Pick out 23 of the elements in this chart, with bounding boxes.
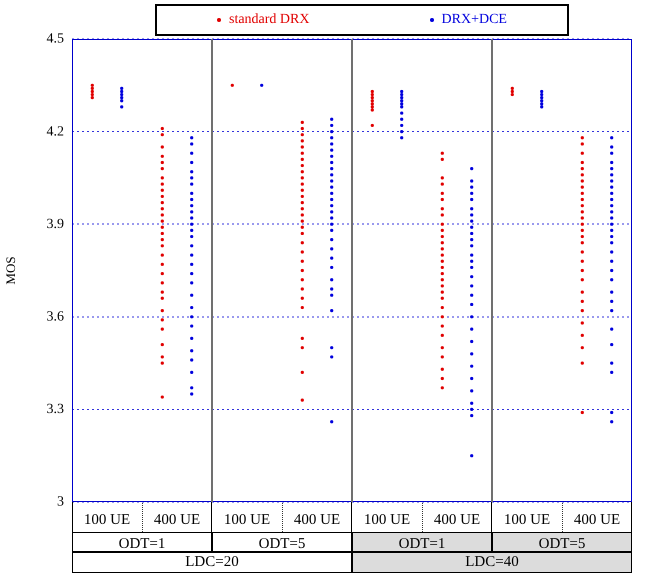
text: ODT=5 xyxy=(258,536,306,552)
y-tick-label: 3.9 xyxy=(46,216,64,232)
text: ODT=5 xyxy=(538,536,586,552)
text: ODT=1 xyxy=(118,536,166,552)
y-tick-label: 3 xyxy=(57,494,64,510)
text: ODT=1 xyxy=(398,536,446,552)
x-tick-label: 400 UE xyxy=(574,512,620,528)
x-tick-label: 400 UE xyxy=(294,512,340,528)
x-tick-label: 400 UE xyxy=(434,512,480,528)
y-tick-label: 4.2 xyxy=(46,124,64,140)
x-tick-label: 100 UE xyxy=(224,512,270,528)
y-tick-label: 4.5 xyxy=(46,32,64,47)
x-tick-label: 100 UE xyxy=(504,512,550,528)
legend-label: DRX+DCE xyxy=(442,12,507,28)
legend-label: standard DRX xyxy=(229,12,310,28)
x-tick-label: 100 UE xyxy=(364,512,410,528)
y-tick-label: 3.3 xyxy=(46,402,64,418)
x-tick-label: 100 UE xyxy=(84,512,130,528)
y-axis-title: MOS xyxy=(3,256,18,285)
y-tick-label: 3.6 xyxy=(46,309,64,324)
x-tick-label: 400 UE xyxy=(154,512,200,528)
text: LDC=20 xyxy=(72,552,352,573)
text: LDC=40 xyxy=(352,552,632,573)
